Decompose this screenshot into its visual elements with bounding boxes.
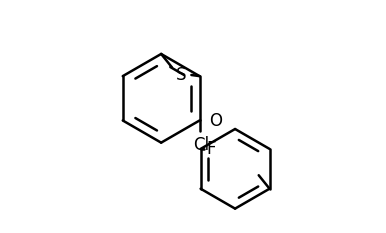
Text: Cl: Cl — [193, 136, 209, 154]
Text: O: O — [209, 112, 222, 130]
Text: S: S — [176, 66, 186, 84]
Text: F: F — [206, 140, 216, 158]
